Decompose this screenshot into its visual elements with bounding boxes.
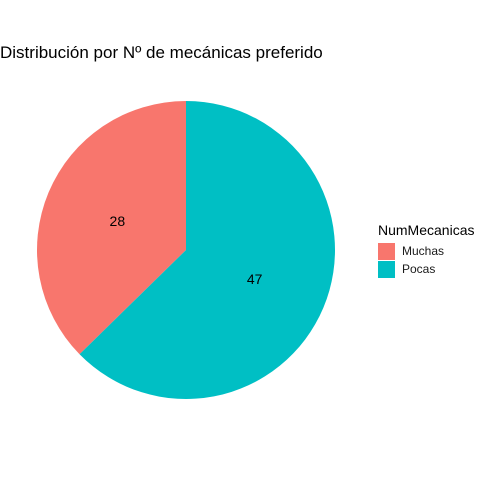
pie-data-labels: 28 47	[110, 213, 263, 287]
legend-key-pocas	[378, 260, 395, 278]
legend-label-pocas: Pocas	[402, 262, 436, 276]
data-label-muchas: 28	[110, 213, 126, 229]
legend-title: NumMecanicas	[378, 222, 475, 238]
legend-item-pocas: Pocas	[378, 260, 474, 278]
pie-slices	[37, 101, 336, 400]
chart-title: Distribución por Nº de mecánicas preferi…	[0, 43, 323, 62]
pie-slice-pocas	[79, 101, 336, 400]
pie-slice-muchas	[37, 101, 187, 355]
legend-label-muchas: Muchas	[402, 244, 445, 258]
legend-key-muchas	[378, 242, 395, 260]
legend-item-muchas: Muchas	[378, 242, 474, 260]
data-label-pocas: 47	[247, 271, 263, 287]
legend: NumMecanicas Muchas Pocas	[378, 222, 474, 278]
